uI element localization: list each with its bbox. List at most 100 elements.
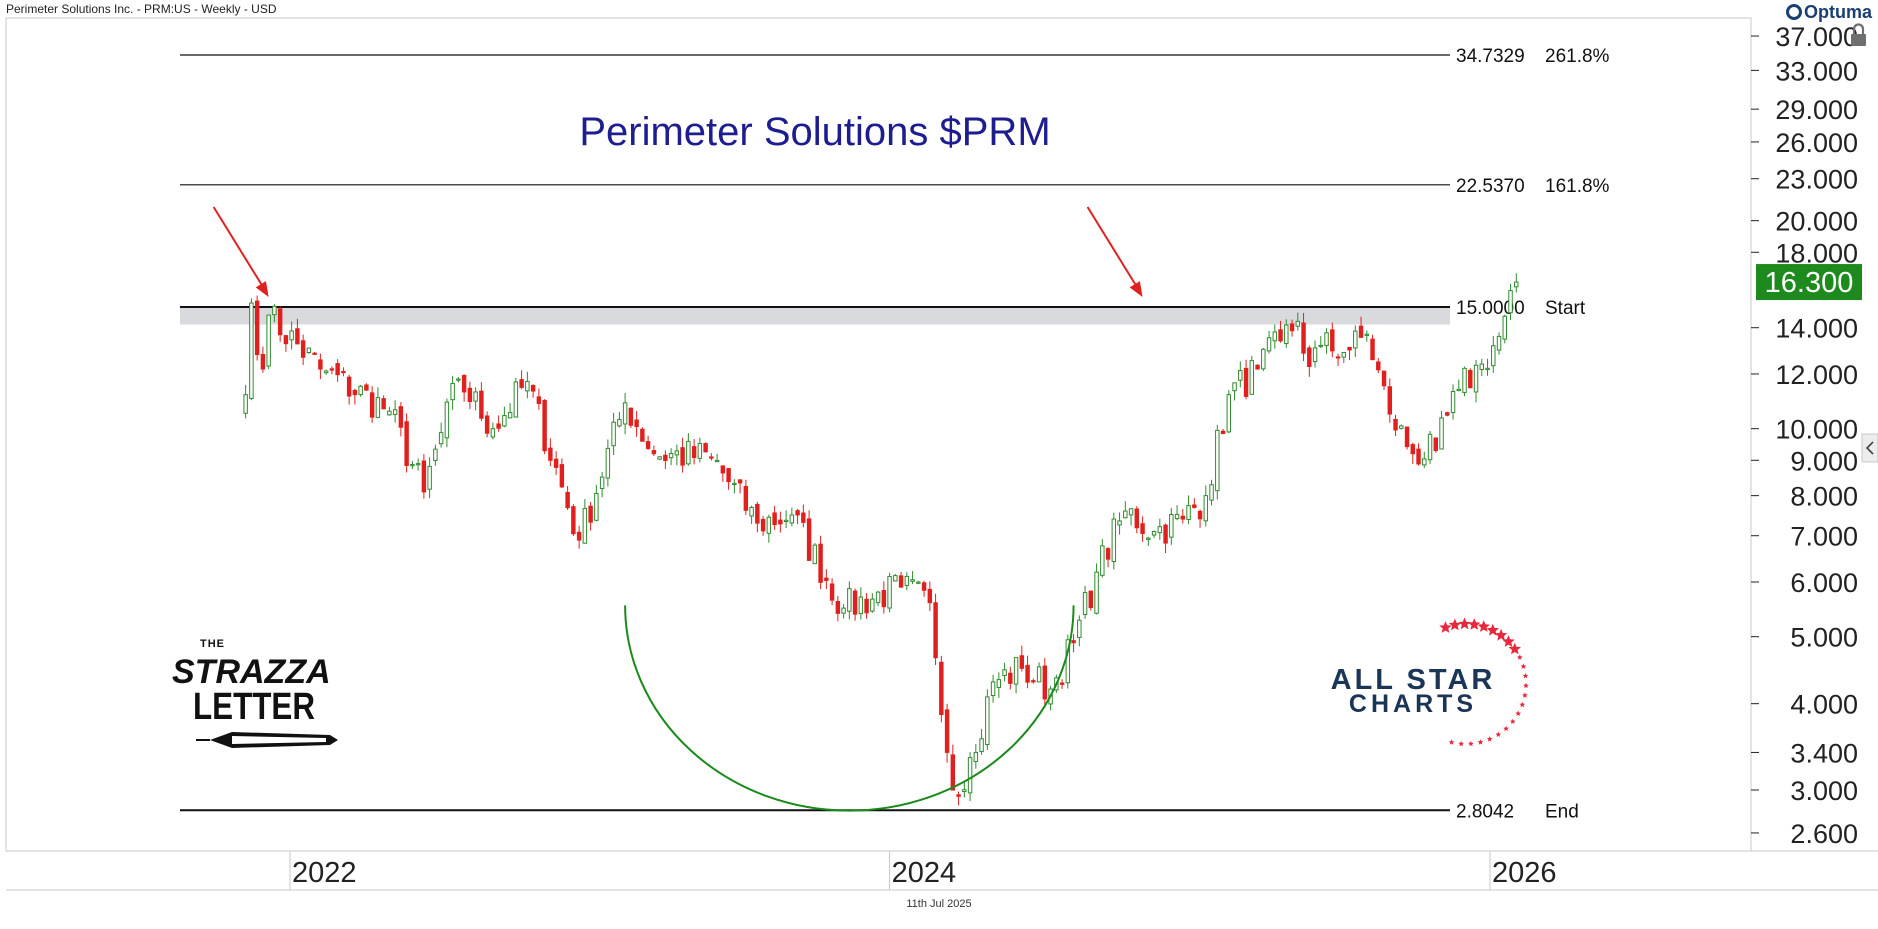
candle-body <box>789 514 795 524</box>
candle-body <box>318 359 323 370</box>
candle-body <box>1266 337 1272 352</box>
candle-body <box>1514 281 1519 288</box>
candle-body <box>1468 369 1473 389</box>
candle-body <box>847 588 852 612</box>
price-candle <box>289 321 294 350</box>
price-candle <box>272 304 277 323</box>
y-axis-tick-label: 9.000 <box>1790 446 1858 476</box>
candle-body <box>358 385 363 396</box>
price-candle <box>1117 512 1122 535</box>
candle-body <box>519 379 524 388</box>
price-candle <box>691 439 697 465</box>
price-candle <box>1088 590 1094 611</box>
price-candle <box>944 703 950 763</box>
price-candle <box>904 572 910 591</box>
last-price-label: 16.300 <box>1765 267 1854 299</box>
price-candle <box>300 334 306 365</box>
pen-nib-icon <box>196 732 338 748</box>
price-candle <box>496 415 501 432</box>
price-candle <box>1404 426 1410 450</box>
price-candle <box>645 435 651 450</box>
candle-body <box>398 406 404 428</box>
price-candle <box>548 438 553 467</box>
price-candle <box>1399 424 1404 430</box>
candle-body <box>1450 391 1456 414</box>
price-candle <box>772 505 777 530</box>
price-candle <box>559 458 565 488</box>
price-candle <box>1427 431 1433 464</box>
price-candle <box>1036 662 1042 683</box>
price-candle <box>433 444 438 466</box>
price-candle <box>1272 324 1278 349</box>
candle-body <box>525 381 530 392</box>
candle-body <box>1387 386 1393 415</box>
price-candle <box>473 387 478 411</box>
price-candle <box>318 353 323 380</box>
price-candle <box>427 457 432 499</box>
price-candle <box>1462 366 1467 397</box>
candle-body <box>1036 666 1042 683</box>
candle-body <box>599 476 605 489</box>
candle-body <box>1261 348 1266 370</box>
candle-body <box>369 392 375 418</box>
price-candle <box>387 406 392 416</box>
candle-body <box>467 387 473 403</box>
price-candle <box>1278 320 1283 343</box>
price-candle <box>1491 336 1496 373</box>
chevron-left-icon[interactable] <box>1861 433 1878 463</box>
candle-body <box>1088 590 1094 609</box>
price-candle <box>841 604 846 619</box>
candle-body <box>1393 418 1398 431</box>
star-icon <box>1458 617 1471 630</box>
price-candle <box>726 468 731 490</box>
price-candle <box>1077 615 1082 647</box>
price-candle <box>611 412 616 455</box>
y-axis-tick-label: 7.000 <box>1790 522 1858 552</box>
candle-body <box>1226 394 1232 433</box>
arrow-head <box>255 281 269 298</box>
candle-body <box>306 347 312 354</box>
price-candle <box>1358 316 1364 338</box>
candle-body <box>967 757 973 794</box>
price-candle <box>628 407 634 429</box>
price-candle <box>1347 346 1352 361</box>
price-candle <box>858 587 864 620</box>
candle-body <box>352 389 358 396</box>
y-axis-tick-label: 6.000 <box>1790 568 1858 598</box>
candle-body <box>565 491 570 509</box>
price-candle <box>939 655 944 723</box>
fib-level-value: 15.0000 <box>1456 298 1525 319</box>
candle-body <box>818 543 823 583</box>
price-candle <box>1197 509 1203 528</box>
price-candle <box>582 499 588 544</box>
price-candle <box>1450 384 1456 420</box>
star-icon <box>1509 718 1516 724</box>
price-candle <box>720 465 726 482</box>
candle-body <box>887 575 892 609</box>
price-candle <box>835 595 841 622</box>
price-candle <box>927 581 933 612</box>
price-candle <box>588 501 593 531</box>
price-candle <box>456 376 461 383</box>
candle-body <box>490 428 496 438</box>
candle-body <box>691 446 697 459</box>
candle-body <box>1100 545 1105 576</box>
candle-body <box>1479 363 1485 370</box>
price-candle <box>1496 332 1502 355</box>
price-candle <box>680 437 685 473</box>
candle-body <box>1456 388 1462 392</box>
price-candle <box>1439 411 1444 450</box>
candle-body <box>548 447 553 461</box>
price-candle <box>1393 414 1398 437</box>
strazza-letter-logo: THE STRAZZA LETTER <box>172 638 338 748</box>
candle-body <box>456 378 461 381</box>
candle-body <box>484 415 490 434</box>
price-candle <box>916 580 921 585</box>
candle-body <box>272 305 277 316</box>
candle-body <box>829 583 835 601</box>
star-icon <box>1515 710 1522 716</box>
price-candle <box>709 453 714 461</box>
price-candle <box>847 581 852 620</box>
lock-icon[interactable] <box>1851 23 1866 47</box>
candle-body <box>749 506 754 517</box>
